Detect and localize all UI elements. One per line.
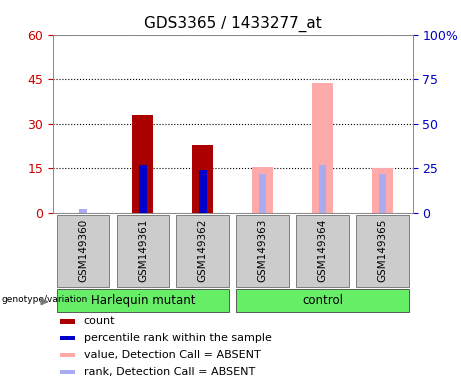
Bar [319,165,326,213]
Bar [259,174,266,213]
Bar [132,115,154,213]
Text: rank, Detection Call = ABSENT: rank, Detection Call = ABSENT [83,367,255,377]
Bar [199,170,207,213]
Bar [192,145,213,213]
Bar [312,83,333,213]
Bar [319,165,326,213]
Text: percentile rank within the sample: percentile rank within the sample [83,333,272,343]
Bar [236,289,409,312]
Bar [236,215,289,286]
Bar [60,353,75,357]
Bar [379,174,386,213]
Text: GSM149364: GSM149364 [318,219,328,282]
Title: GDS3365 / 1433277_at: GDS3365 / 1433277_at [144,16,322,32]
Bar [252,167,273,213]
Bar [79,209,87,213]
Text: GSM149363: GSM149363 [258,219,268,282]
Text: GSM149365: GSM149365 [378,219,388,282]
Bar [379,174,386,213]
Text: value, Detection Call = ABSENT: value, Detection Call = ABSENT [83,350,260,360]
Bar [177,215,229,286]
Text: control: control [302,294,343,307]
Bar [372,169,393,213]
Bar [356,215,409,286]
Bar [60,369,75,374]
Text: GSM149362: GSM149362 [198,219,208,282]
Bar [117,215,169,286]
Text: GSM149360: GSM149360 [78,219,88,282]
Bar [296,215,349,286]
Text: genotype/variation: genotype/variation [1,295,87,304]
Bar [60,336,75,340]
Bar [60,319,75,324]
Bar [57,289,229,312]
Bar [57,215,109,286]
Bar [139,165,147,213]
Text: count: count [83,316,115,326]
Text: GSM149361: GSM149361 [138,219,148,282]
Text: Harlequin mutant: Harlequin mutant [91,294,195,307]
